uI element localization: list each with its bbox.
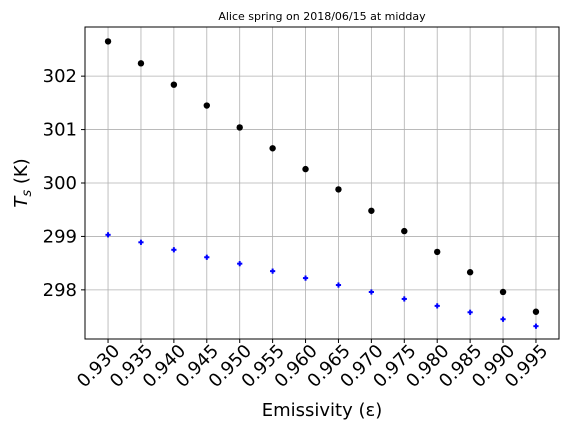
data-point-series-2 xyxy=(434,303,440,309)
y-tick-label: 298 xyxy=(43,280,77,301)
data-point-series-2 xyxy=(302,275,309,281)
y-tick-label: 299 xyxy=(43,226,77,247)
chart-title: Alice spring on 2018/06/15 at midday xyxy=(218,10,426,23)
data-point-series-1 xyxy=(532,308,540,315)
y-axis-label-symbol: T xyxy=(11,195,32,208)
data-point-series-2 xyxy=(105,232,111,238)
data-point-series-2 xyxy=(467,309,473,315)
data-point-series-2 xyxy=(500,316,506,322)
data-point-series-2 xyxy=(335,282,342,288)
data-point-series-1 xyxy=(368,207,375,214)
data-point-series-1 xyxy=(434,248,441,256)
data-point-series-1 xyxy=(170,81,178,88)
y-axis-label-subscript: s xyxy=(20,190,35,197)
data-point-series-1 xyxy=(499,288,507,296)
data-point-series-2 xyxy=(237,261,243,267)
y-axis-label-unit: (K) xyxy=(11,158,32,190)
y-tick-label: 302 xyxy=(43,66,77,87)
data-point-series-1 xyxy=(401,227,408,235)
data-point-series-2 xyxy=(401,296,407,302)
data-point-series-1 xyxy=(269,145,276,152)
data-point-series-1 xyxy=(236,124,243,131)
x-axis-label: Emissivity (ε) xyxy=(262,400,383,421)
data-point-series-1 xyxy=(203,102,210,109)
series-layer xyxy=(104,38,540,329)
data-point-series-1 xyxy=(466,269,474,276)
data-point-series-2 xyxy=(204,254,210,260)
data-point-series-1 xyxy=(137,60,145,67)
ticks: 0.9300.9350.9400.9450.9500.9550.9600.965… xyxy=(43,66,553,392)
y-tick-label: 300 xyxy=(43,173,77,194)
data-point-series-2 xyxy=(368,289,374,295)
data-point-series-1 xyxy=(302,165,309,173)
data-point-series-2 xyxy=(533,323,539,329)
data-point-series-2 xyxy=(138,239,144,245)
data-point-series-2 xyxy=(171,247,177,253)
data-point-series-1 xyxy=(335,186,342,193)
series-1 xyxy=(104,38,540,315)
series-2 xyxy=(105,232,539,329)
data-point-series-1 xyxy=(104,38,112,45)
data-point-series-2 xyxy=(270,268,276,274)
grid xyxy=(85,27,559,339)
y-axis-label: Ts (K) xyxy=(11,158,35,207)
y-tick-label: 301 xyxy=(43,120,77,141)
